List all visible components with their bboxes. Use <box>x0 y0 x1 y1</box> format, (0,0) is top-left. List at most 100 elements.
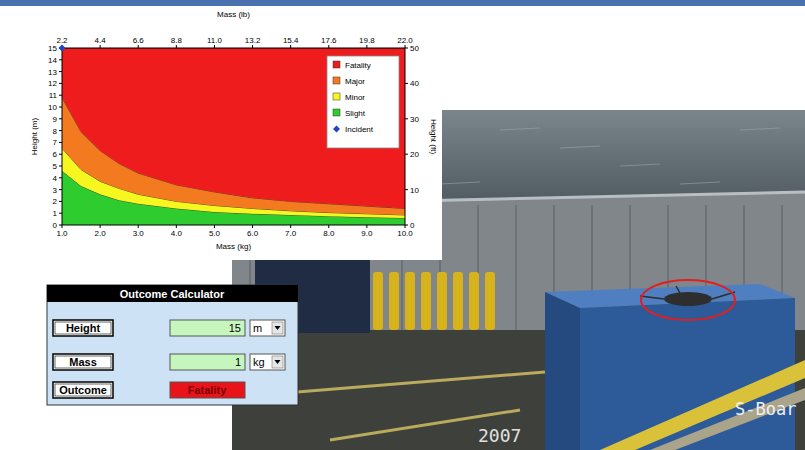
x-tick <box>290 225 291 228</box>
y2-tick-label: 30 <box>410 115 419 124</box>
container-side <box>545 292 580 450</box>
legend-label: Slight <box>345 109 366 118</box>
y2-tick-label: 0 <box>410 221 415 230</box>
x2-tick-label: 6.6 <box>133 36 145 45</box>
x-tick <box>214 225 215 228</box>
value-input[interactable] <box>170 320 245 336</box>
field-label: Height <box>66 322 101 334</box>
photo-caption: S-Boar <box>735 399 796 419</box>
y-tick-label: 11 <box>49 91 58 100</box>
y-tick-label: 5 <box>53 162 58 171</box>
y-tick <box>59 189 62 190</box>
y-axis-title: Height (m) <box>30 117 39 155</box>
wave <box>560 146 600 148</box>
area-fatality <box>62 48 405 208</box>
legend-box <box>327 56 399 148</box>
x-tick-label: 2.0 <box>95 229 107 238</box>
y-tick-label: 14 <box>48 56 57 65</box>
y-tick <box>59 213 62 214</box>
gas-cylinder <box>421 272 431 330</box>
wave <box>440 182 480 184</box>
y-tick-label: 15 <box>48 44 57 53</box>
x-tick-label: 5.0 <box>209 229 221 238</box>
outcome-calculator: Outcome CalculatorHeight15mMass1kgOutcom… <box>47 285 298 405</box>
y-tick-label: 4 <box>53 174 58 183</box>
gas-cylinder <box>389 272 399 330</box>
x2-tick-label: 2.2 <box>56 36 68 45</box>
x-tick <box>328 225 329 228</box>
field-label-box[interactable] <box>53 382 113 398</box>
x-tick-label: 10.0 <box>397 229 413 238</box>
outcome-value: Fatality <box>188 384 227 396</box>
incident-point <box>59 45 66 52</box>
y-tick <box>59 177 62 178</box>
dropdown-button[interactable] <box>272 356 283 368</box>
legend-label: Major <box>345 77 365 86</box>
y2-tick-label: 20 <box>410 150 419 159</box>
x-tick <box>176 225 177 228</box>
header-band <box>0 0 805 6</box>
y2-tick <box>405 118 408 119</box>
object-cables <box>640 286 735 299</box>
dropped-object <box>664 292 712 306</box>
y-tick <box>59 118 62 119</box>
x2-tick <box>366 45 367 48</box>
input-value: 15 <box>229 322 241 334</box>
y2-tick <box>405 189 408 190</box>
dropdown-arrow <box>275 360 281 364</box>
x2-tick <box>328 45 329 48</box>
gray-pipe <box>650 388 805 450</box>
x2-tick <box>138 45 139 48</box>
x-tick-label: 3.0 <box>133 229 145 238</box>
x2-tick-label: 8.8 <box>171 36 183 45</box>
field-label-box[interactable] <box>53 354 113 370</box>
gas-cylinder <box>405 272 415 330</box>
y-tick <box>59 166 62 167</box>
unit-value: m <box>253 322 262 334</box>
hull-panel <box>515 205 517 332</box>
page: S-Boar20071.02.03.04.05.06.07.08.09.010.… <box>0 0 805 450</box>
gas-cylinder <box>485 272 495 330</box>
legend-swatch <box>333 77 340 84</box>
x-tick-label: 6.0 <box>247 229 259 238</box>
x-tick-label: 1.0 <box>56 229 68 238</box>
gas-cylinder <box>453 272 463 330</box>
input-value: 1 <box>235 356 241 368</box>
y-tick-label: 0 <box>53 221 58 230</box>
legend: FatalityMajorMinorSlightIncident <box>327 56 399 148</box>
calculator-panel <box>47 285 298 405</box>
unit-value: kg <box>253 356 265 368</box>
y-tick <box>59 201 62 202</box>
deck-marking <box>260 372 545 395</box>
legend-swatch <box>333 61 340 68</box>
y2-tick-label: 50 <box>410 44 419 53</box>
x2-tick-label: 17.6 <box>321 36 337 45</box>
x2-tick <box>290 45 291 48</box>
x2-tick-label: 4.4 <box>95 36 107 45</box>
chart-panel <box>18 8 442 260</box>
x-tick-label: 7.0 <box>285 229 297 238</box>
x2-tick <box>176 45 177 48</box>
legend-label: Minor <box>345 93 365 102</box>
y-tick-label: 8 <box>53 127 58 136</box>
y-tick-label: 10 <box>48 103 57 112</box>
y-tick <box>59 71 62 72</box>
field-label-box[interactable] <box>53 320 113 336</box>
gas-cylinder <box>437 272 447 330</box>
value-input[interactable] <box>170 354 245 370</box>
y-tick <box>59 107 62 108</box>
unit-select[interactable] <box>250 320 285 336</box>
dropdown-button[interactable] <box>272 322 283 334</box>
y2-tick <box>405 83 408 84</box>
y-tick-label: 3 <box>53 186 58 195</box>
x-tick <box>252 225 253 228</box>
gas-cylinder <box>469 272 479 330</box>
legend-label: Fatality <box>345 61 371 70</box>
x-axis-title: Mass (kg) <box>216 242 251 251</box>
y-tick <box>59 130 62 131</box>
field-label-inner <box>55 322 111 334</box>
unit-select[interactable] <box>250 354 285 370</box>
wave <box>620 164 660 166</box>
y-tick <box>59 95 62 96</box>
calculator-title: Outcome Calculator <box>120 288 225 300</box>
